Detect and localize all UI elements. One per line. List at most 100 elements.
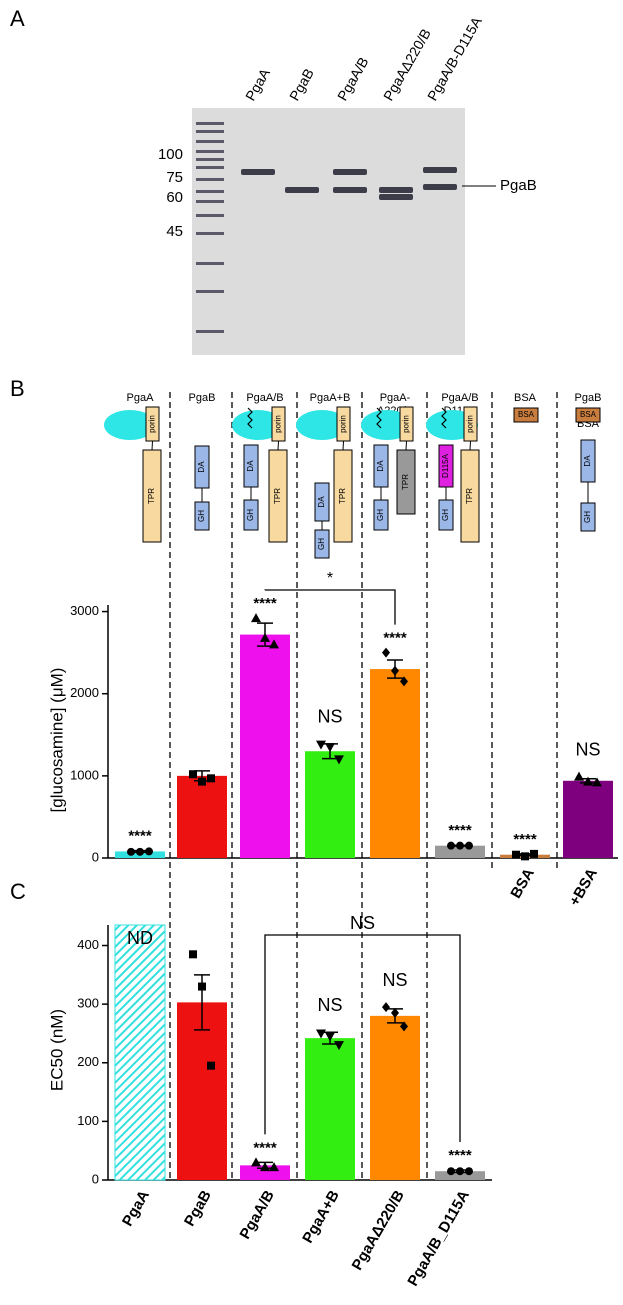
x-tick-label: +BSA — [566, 865, 601, 909]
domain-box — [333, 449, 353, 543]
data-point — [189, 770, 197, 779]
significance-label: **** — [513, 831, 537, 848]
data-point — [382, 647, 390, 658]
significance-label: NS — [575, 739, 600, 759]
domain-box — [460, 449, 480, 543]
domain-label: porin — [402, 415, 411, 433]
y-axis-label: EC50 (nM) — [47, 1009, 66, 1091]
gel — [192, 108, 465, 355]
gel-band — [379, 194, 413, 200]
y-tick-label: 100 — [77, 1113, 99, 1128]
domain-box — [513, 407, 539, 423]
gel-band — [333, 169, 367, 175]
data-point — [251, 613, 261, 623]
y-axis-label: [glucosamine] (μM) — [47, 668, 66, 813]
domain-label: GH — [197, 510, 206, 522]
domain-label: DA — [583, 455, 592, 467]
domain-box — [399, 406, 414, 442]
gel-band — [379, 187, 413, 193]
ladder-band — [196, 232, 224, 235]
column-header: BSA — [514, 392, 537, 404]
domain-linker — [342, 440, 344, 451]
data-point — [574, 771, 584, 781]
gel-band — [241, 169, 275, 175]
significance-label: NS — [317, 995, 342, 1015]
ladder-band — [196, 178, 224, 181]
domain-linker — [469, 440, 471, 451]
ladder-band — [196, 290, 224, 293]
dashed-separators — [169, 392, 558, 1180]
data-point — [456, 841, 464, 850]
data-point — [189, 950, 197, 959]
ladder-band — [196, 158, 224, 161]
domain-label: BSA — [580, 410, 597, 419]
data-point — [447, 841, 455, 850]
bar — [240, 634, 290, 858]
marker-label: 60 — [166, 189, 183, 206]
significance-label: **** — [128, 828, 152, 845]
y-tick-label: 0 — [92, 1171, 99, 1186]
data-point — [260, 1162, 270, 1172]
data-point — [207, 774, 215, 783]
x-tick-label: PgaA/B_D115A — [404, 1187, 473, 1289]
domain-label: porin — [148, 415, 157, 433]
data-point — [391, 665, 399, 676]
domain-label: DA — [246, 460, 255, 472]
domain-label: TPR — [147, 488, 156, 504]
domain-box — [336, 406, 351, 442]
domain-box — [194, 501, 210, 531]
lane-label: PgaB — [286, 66, 317, 104]
bracket-label: * — [327, 570, 333, 587]
domain-box — [314, 482, 330, 522]
membrane — [232, 410, 284, 440]
data-point — [325, 1032, 335, 1042]
bar — [370, 1015, 420, 1180]
gel-band — [333, 187, 367, 193]
data-point — [127, 847, 135, 856]
domain-label: TPR — [273, 488, 282, 504]
domain-box — [580, 439, 596, 483]
domain-box — [580, 502, 596, 532]
bar — [177, 1002, 227, 1180]
ladder-band — [196, 190, 224, 193]
data-point — [198, 982, 206, 991]
x-tick-label: PgaAΔ220/B — [349, 1187, 408, 1273]
domain-box — [463, 406, 478, 442]
significance-label: **** — [253, 1139, 277, 1156]
y-tick-label: 0 — [92, 849, 99, 864]
significance-label: ND — [127, 928, 153, 948]
column-header: PgaA- — [380, 392, 411, 404]
data-point — [316, 740, 326, 750]
bracket-label: NS — [350, 913, 375, 933]
domain-label: porin — [339, 415, 348, 433]
data-point — [251, 1157, 261, 1167]
column-header: PgaB — [575, 392, 602, 404]
panel-label: A — [10, 6, 25, 31]
lane-label: PgaA — [242, 65, 273, 103]
lipid-anchor — [441, 407, 447, 429]
lipid-anchor — [247, 407, 253, 429]
domain-label: GH — [317, 538, 326, 550]
data-point — [207, 1061, 215, 1070]
y-tick-label: 400 — [77, 937, 99, 952]
data-point — [521, 852, 529, 861]
data-point — [145, 847, 153, 856]
panel-label: B — [10, 376, 25, 401]
domain-label: DA — [197, 461, 206, 473]
column-header: PgaA/B — [246, 392, 283, 404]
domain-box — [438, 499, 454, 531]
bar — [370, 669, 420, 858]
bar — [177, 775, 227, 858]
lipid-anchor — [376, 407, 382, 429]
data-point — [447, 1167, 455, 1176]
marker-label: 75 — [166, 169, 183, 186]
x-tick-label: PgaA+B — [299, 1187, 343, 1246]
domain-label: TPR — [465, 488, 474, 504]
x-tick-label: BSA — [507, 865, 538, 901]
significance-label: NS — [317, 707, 342, 727]
data-point — [260, 632, 270, 642]
bar — [435, 845, 485, 858]
column-header: PgaA/B — [441, 392, 478, 404]
domain-box — [145, 406, 160, 442]
